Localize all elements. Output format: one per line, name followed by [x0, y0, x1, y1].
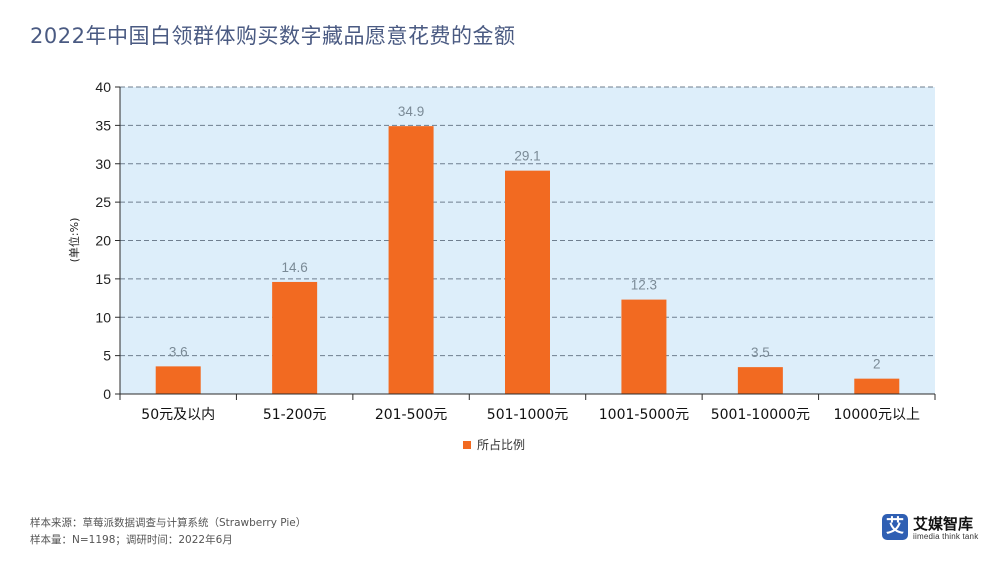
x-category-label: 51-200元: [263, 407, 327, 423]
bar-value-label: 12.3: [631, 278, 657, 293]
legend: 所占比例: [463, 437, 525, 452]
bar: [621, 299, 667, 394]
logo-badge-icon: 艾: [882, 514, 908, 540]
logo-name: 艾媒智库: [913, 515, 974, 533]
x-category-label: 10000元以上: [834, 407, 921, 423]
bar-value-label: 2: [873, 357, 881, 372]
logo-subtitle: iimedia think tank: [913, 532, 979, 541]
y-tick-label: 30: [95, 156, 111, 172]
x-category-label: 1001-5000元: [599, 407, 689, 423]
bar-value-label: 14.6: [282, 260, 308, 275]
bar: [505, 170, 550, 394]
bar: [737, 367, 783, 394]
y-tick-label: 35: [95, 117, 111, 133]
bar-value-label: 3.5: [751, 345, 770, 360]
y-tick-label: 5: [103, 348, 111, 364]
bar-value-label: 29.1: [514, 149, 540, 164]
x-category-label: 50元及以内: [141, 407, 215, 423]
y-tick-label: 10: [95, 309, 111, 325]
legend-label: 所占比例: [477, 437, 525, 452]
bar: [155, 366, 201, 394]
x-category-label: 5001-10000元: [711, 407, 810, 423]
bar: [854, 378, 900, 394]
footer-sample: 样本量：N=1198；调研时间：2022年6月: [30, 534, 233, 546]
footer-source: 样本来源：草莓派数据调查与计算系统（Strawberry Pie）: [30, 517, 307, 529]
y-tick-label: 25: [95, 194, 111, 210]
iimedia-logo: 艾 艾媒智库 iimedia think tank: [882, 513, 982, 545]
y-tick-label: 40: [95, 79, 111, 95]
y-tick-label: 20: [95, 233, 111, 249]
bar-value-label: 3.6: [169, 344, 188, 359]
y-tick-label: 0: [103, 386, 111, 402]
x-category-label: 201-500元: [375, 407, 448, 423]
legend-swatch: [463, 441, 471, 449]
bar: [272, 281, 318, 394]
chart-title: 2022年中国白领群体购买数字藏品愿意花费的金额: [30, 24, 516, 48]
bar-chart: 3.6 14.6 34.9 29.1 12.3 3.5 2 0 5 10 15 20 25 30 35 40…: [67, 79, 936, 452]
bar: [388, 126, 434, 394]
y-axis-label: (单位:%): [67, 218, 81, 263]
x-category-label: 501-1000元: [487, 407, 568, 423]
y-tick-label: 15: [95, 271, 111, 287]
bar-value-label: 34.9: [398, 104, 424, 119]
